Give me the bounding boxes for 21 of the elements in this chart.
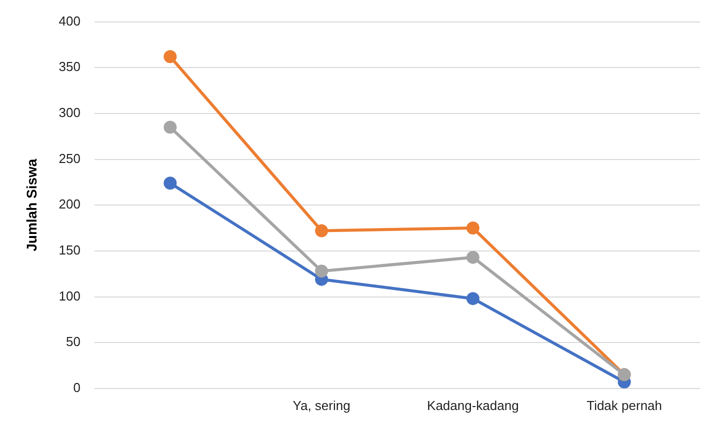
y-axis-title: Jumlah Siswa (23, 158, 40, 252)
point (466, 292, 480, 306)
y-tick-label: 0 (73, 380, 80, 395)
point (466, 250, 480, 264)
y-tick-label: 300 (58, 105, 80, 120)
point (164, 50, 177, 64)
point (315, 264, 328, 278)
y-tick-label: 200 (58, 196, 80, 212)
x-tick-label: Kadang-kadang (427, 398, 519, 413)
point (164, 120, 177, 134)
y-tick-label: 250 (58, 150, 80, 166)
x-tick-label: Ya, sering (292, 398, 350, 413)
point (315, 224, 328, 238)
point (466, 222, 480, 235)
y-tick-label: 150 (58, 242, 80, 258)
y-tick-label: 400 (58, 13, 80, 28)
x-tick-label: Tidak pernah (586, 398, 662, 413)
point (164, 176, 177, 190)
y-tick-label: 350 (58, 59, 80, 74)
y-tick-label: 100 (58, 288, 80, 304)
y-tick-label: 50 (66, 334, 80, 350)
